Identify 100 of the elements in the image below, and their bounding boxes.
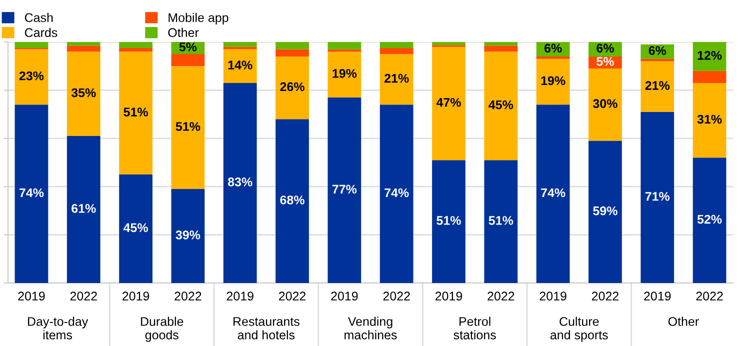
data-label: 51% [436, 216, 461, 225]
bar [276, 56, 309, 120]
text: Petrol stations [454, 316, 496, 340]
bar [223, 82, 257, 283]
bar [484, 46, 518, 52]
x-tick-label: 2022 [696, 292, 723, 301]
bar [380, 104, 414, 283]
bar [536, 104, 570, 283]
data-label: 31% [697, 114, 722, 124]
bar [328, 97, 362, 283]
x-tick-label: 2019 [226, 292, 254, 301]
bar [380, 54, 414, 105]
bar [223, 49, 257, 83]
bar [171, 54, 205, 66]
x-tick-label: 2022 [383, 292, 410, 301]
bar [119, 52, 152, 175]
bar [432, 42, 466, 46]
bar [66, 52, 100, 136]
data-label: 74% [20, 188, 44, 198]
legend-label: Cards [24, 28, 58, 38]
data-label: 5% [596, 57, 614, 66]
bar [119, 42, 152, 48]
data-label: 45% [488, 100, 514, 110]
data-label: 6% [648, 46, 666, 55]
bar [536, 56, 570, 59]
bar [484, 160, 518, 283]
data-label: 52% [697, 214, 722, 224]
bar [276, 42, 309, 50]
x-tick-label: 2019 [540, 292, 566, 301]
data-label: 39% [176, 230, 200, 240]
bar [328, 49, 362, 52]
text: Culture and sports [550, 316, 608, 342]
bar [536, 58, 570, 105]
data-label: 21% [645, 81, 670, 90]
data-label: 5% [179, 42, 197, 52]
legend-label: Other [168, 28, 199, 38]
bar [328, 42, 362, 50]
data-label: 68% [280, 196, 304, 204]
bar [171, 189, 205, 283]
data-label: 21% [384, 74, 409, 83]
x-tick-label: 2019 [435, 292, 462, 301]
data-label: 59% [593, 206, 618, 216]
text: Other [668, 316, 699, 326]
bar [692, 82, 726, 158]
text: Day-to-day items [28, 316, 88, 340]
bar [328, 52, 362, 98]
x-tick-label: 2019 [644, 292, 671, 301]
bar [640, 58, 674, 62]
bar [66, 46, 100, 52]
x-tick-label: 2022 [488, 292, 514, 301]
data-label: 83% [228, 177, 252, 186]
text: Restaurants and hotels [234, 317, 300, 340]
bar [14, 49, 48, 105]
bar [692, 42, 726, 71]
data-label: 61% [72, 204, 96, 213]
bar [588, 68, 622, 141]
data-label: 74% [384, 188, 409, 198]
bar [276, 49, 309, 56]
data-label: 30% [592, 99, 618, 108]
legend-label: Mobile app [168, 12, 228, 25]
bar [223, 42, 257, 47]
bar [66, 136, 100, 283]
data-label: 51% [176, 122, 200, 131]
bar [588, 140, 622, 283]
data-label: 19% [541, 76, 566, 86]
x-tick-label: 2019 [122, 292, 150, 301]
x-tick-label: 2022 [174, 292, 202, 301]
legend-label: Cash [24, 12, 53, 22]
data-label: 35% [71, 88, 96, 98]
bar [119, 48, 152, 52]
data-label: 23% [19, 71, 44, 80]
data-label: 45% [123, 223, 148, 232]
data-label: 12% [698, 50, 722, 60]
data-label: 77% [332, 184, 357, 194]
bar [432, 160, 466, 283]
bar [14, 104, 48, 283]
bar [14, 42, 48, 48]
bar [432, 46, 466, 160]
x-tick-label: 2022 [70, 292, 97, 301]
bar [119, 174, 152, 283]
bar [484, 42, 518, 46]
data-label: 14% [228, 60, 252, 70]
data-label: 71% [645, 192, 670, 201]
bar [692, 158, 726, 283]
text: Vending machines [344, 316, 397, 340]
data-label: 47% [436, 98, 461, 107]
bar [276, 119, 309, 283]
data-label: 6% [596, 44, 614, 53]
x-tick-label: 2019 [18, 292, 45, 301]
data-label: 51% [124, 108, 148, 116]
data-label: 6% [544, 44, 562, 53]
text: Durable goods [141, 316, 184, 342]
x-tick-label: 2022 [592, 292, 618, 301]
data-label: 74% [541, 188, 566, 198]
bar [66, 42, 100, 46]
bar [380, 42, 414, 48]
x-tick-label: 2022 [278, 292, 306, 301]
bar [171, 66, 205, 190]
bar [640, 61, 674, 112]
bar [692, 70, 726, 83]
